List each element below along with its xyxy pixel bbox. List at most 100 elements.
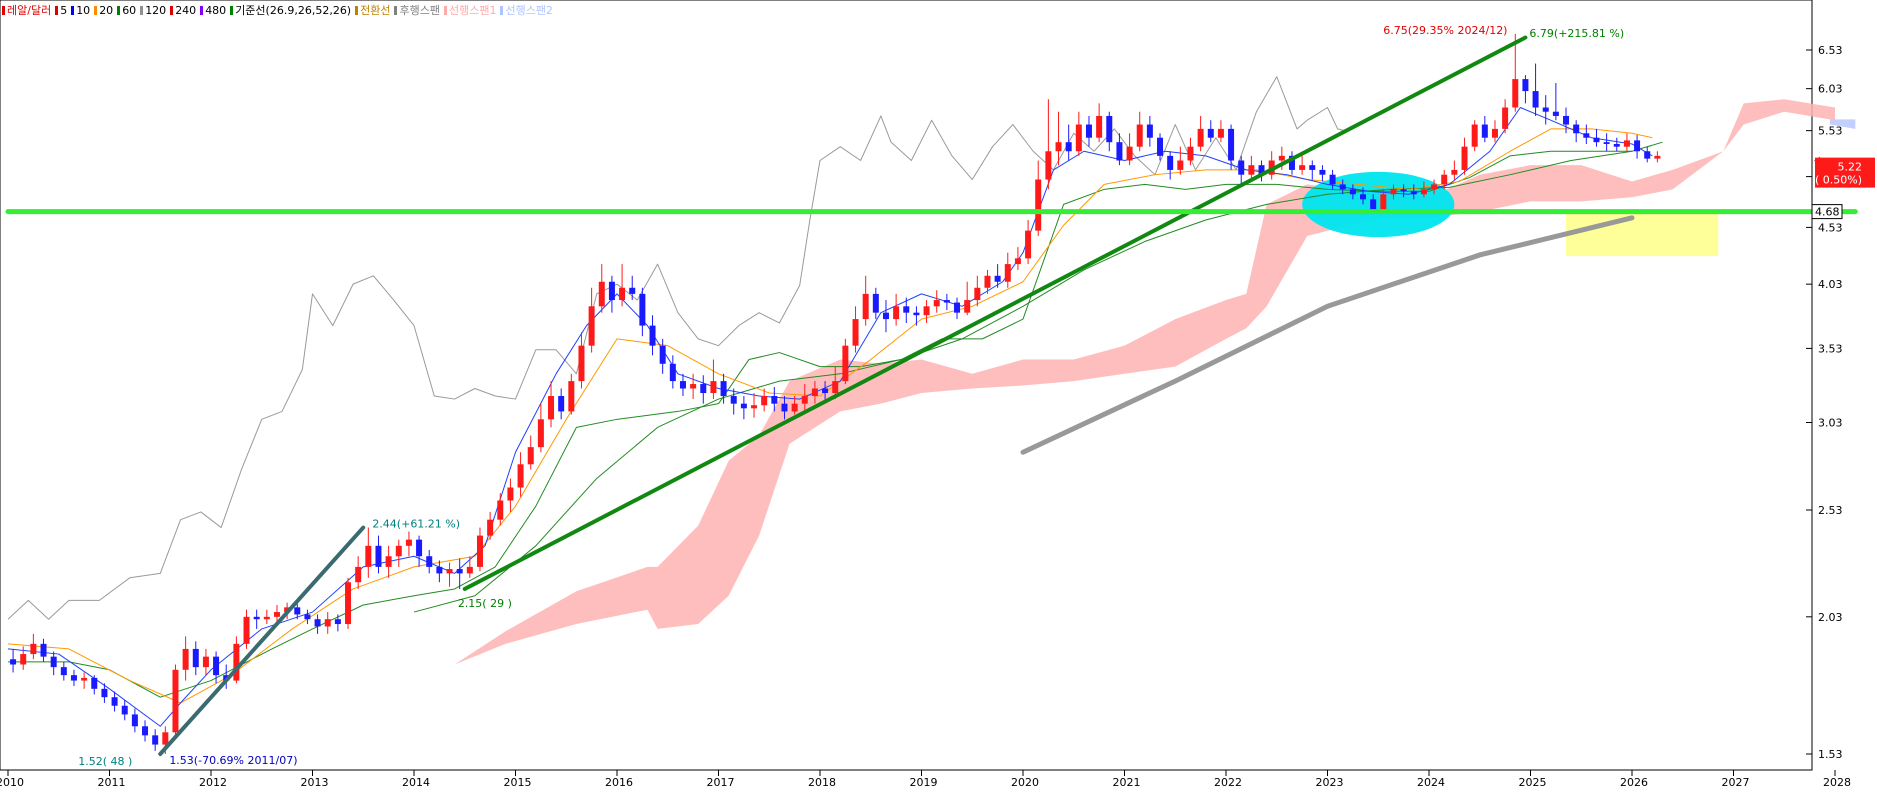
legend-label: 기준선(26.9,26,52,26) <box>235 4 352 17</box>
legend-item: 20 <box>94 4 113 17</box>
candle-body <box>690 384 697 389</box>
legend-label: 120 <box>145 4 167 17</box>
x-tick-label: 2014 <box>402 776 430 789</box>
candle-body <box>263 616 270 620</box>
x-tick-label: 2026 <box>1620 776 1648 789</box>
candle-body <box>781 403 788 412</box>
candle-body <box>1248 165 1255 175</box>
x-tick-label: 2021 <box>1113 776 1141 789</box>
candle-body <box>1451 169 1458 175</box>
candle-body <box>608 281 615 301</box>
candle-body <box>811 388 818 397</box>
candle-body <box>365 545 372 567</box>
candle-body <box>314 619 321 627</box>
candle-body <box>568 381 575 412</box>
candle-body <box>1522 79 1529 92</box>
candle-body <box>1349 189 1356 195</box>
candle-body <box>334 619 341 625</box>
candle-body <box>1278 155 1285 161</box>
x-tick-label: 2018 <box>808 776 836 789</box>
trend-2011-2013 <box>158 525 366 756</box>
candle-body <box>1055 142 1062 152</box>
candle-body <box>1390 189 1397 195</box>
candle-body <box>984 275 991 288</box>
target-zone <box>1566 211 1719 257</box>
ichimoku-cloud <box>454 99 1836 665</box>
candle-body <box>182 648 189 670</box>
candle-body <box>669 363 676 382</box>
candle-body <box>385 556 392 567</box>
legend-swatch <box>355 6 359 15</box>
candle-body <box>1613 143 1620 147</box>
candle-body <box>1228 128 1235 161</box>
candle-body <box>862 293 869 320</box>
candle-body <box>659 345 666 364</box>
candle-body <box>1177 160 1184 170</box>
legend-label: 선행스팬2 <box>505 4 553 17</box>
candle-body <box>1441 174 1448 185</box>
support-level-label: 4.68 <box>1815 206 1840 219</box>
candle-body <box>1583 133 1590 138</box>
candle-body <box>720 381 727 397</box>
candle-body <box>30 643 37 655</box>
candle-body <box>416 539 423 557</box>
candle-body <box>507 487 514 501</box>
candle-body <box>639 293 646 326</box>
candle-body <box>1025 230 1032 259</box>
candle-body <box>243 616 250 644</box>
candle-body <box>1167 155 1174 170</box>
candle-body <box>1136 124 1143 147</box>
chart-annotation: 6.79(+215.81 %) <box>1529 27 1624 40</box>
y-tick-label: 3.03 <box>1818 417 1843 430</box>
candle-body <box>1400 189 1407 192</box>
candle-body <box>517 464 524 488</box>
legend-item: 선행스팬1 <box>443 4 496 17</box>
candle-body <box>1045 151 1052 180</box>
candle-body <box>872 293 879 313</box>
candle-body <box>101 688 108 698</box>
legend-label: 20 <box>99 4 114 17</box>
legend-swatch <box>394 6 398 15</box>
candle-body <box>50 656 57 668</box>
candle-body <box>751 405 758 409</box>
candle-body <box>1075 124 1082 152</box>
candle-body <box>1217 128 1224 138</box>
candle-body <box>994 275 1001 282</box>
chart-annotation: 1.53(-70.69% 2011/07) <box>169 754 297 767</box>
y-tick-label: 1.53 <box>1818 748 1843 761</box>
candle-body <box>1106 115 1113 143</box>
candle-body <box>730 396 737 404</box>
candle-body <box>1420 189 1427 195</box>
legend-swatch <box>200 6 204 15</box>
legend-item: 레알/달러 <box>2 4 51 17</box>
candle-body <box>933 300 940 307</box>
x-tick-label: 2019 <box>910 776 938 789</box>
candle-body <box>91 677 98 689</box>
candle-body <box>395 545 402 557</box>
legend-swatch <box>94 6 98 15</box>
candle-body <box>1085 124 1092 138</box>
candle-body <box>588 306 595 346</box>
legend-label: 후행스팬 <box>399 4 440 17</box>
long-term-trend <box>1020 215 1635 455</box>
legend-label: 480 <box>205 4 227 17</box>
sma-slow-line <box>413 150 1633 613</box>
candle-body <box>202 656 209 668</box>
candle-body <box>598 281 605 307</box>
sma-fast-line <box>7 107 1653 727</box>
chart-annotation: 6.75(29.35% 2024/12) <box>1383 24 1507 37</box>
candle-body <box>852 319 859 346</box>
legend-item: 60 <box>117 4 136 17</box>
legend-swatch <box>170 6 174 15</box>
y-tick-label: 4.53 <box>1818 221 1843 234</box>
candle-body <box>527 447 534 465</box>
y-tick-label: 5.53 <box>1818 125 1843 138</box>
legend-item: 전환선 <box>355 4 390 17</box>
y-tick-label: 4.03 <box>1818 278 1843 291</box>
legend-item: 240 <box>170 4 196 17</box>
candle-body <box>1065 142 1072 152</box>
candle-body <box>1035 179 1042 231</box>
chart-legend: 레알/달러 5 10 20 60 120 240 480 기준선(26.9,26,52,26) 전… <box>2 2 557 18</box>
candle-body <box>121 705 128 715</box>
